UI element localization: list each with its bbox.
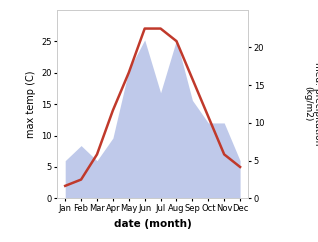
Y-axis label: med. precipitation
(kg/m2): med. precipitation (kg/m2) <box>303 62 318 146</box>
X-axis label: date (month): date (month) <box>114 219 191 228</box>
Y-axis label: max temp (C): max temp (C) <box>26 70 36 138</box>
